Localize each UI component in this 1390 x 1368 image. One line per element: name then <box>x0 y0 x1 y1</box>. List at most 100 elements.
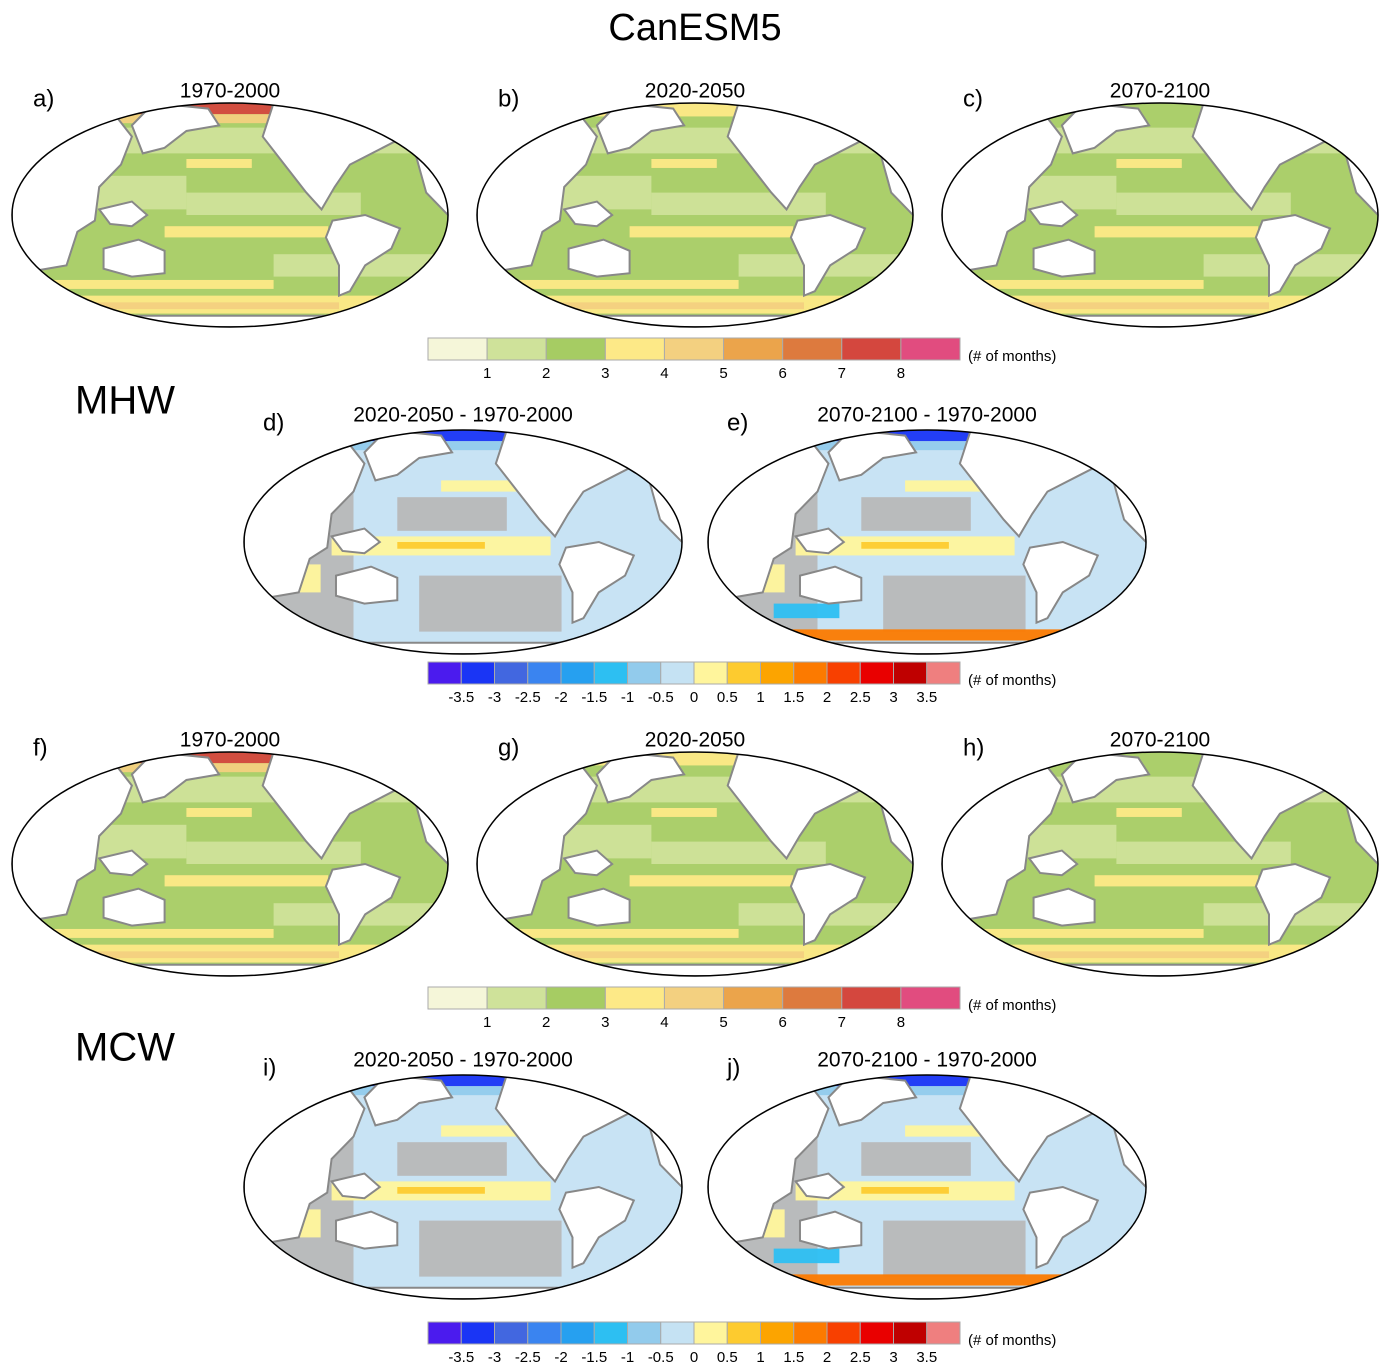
land <box>329 527 382 555</box>
map-field <box>708 441 1146 451</box>
map-field <box>708 629 1146 641</box>
colorbar-tick-label: 3.5 <box>916 1349 937 1363</box>
map-field <box>12 103 448 115</box>
land <box>477 314 913 327</box>
land <box>97 200 149 228</box>
map-field <box>861 1142 971 1176</box>
panel-label: c) <box>963 85 983 112</box>
map-field <box>477 752 913 766</box>
colorbar-box <box>859 1321 894 1345</box>
colorbar-box <box>782 337 843 361</box>
colorbar-tick-label: 5 <box>719 1014 727 1031</box>
colorbar-tick-label: 2.5 <box>850 1349 871 1363</box>
colorbar-box <box>627 1321 662 1345</box>
map-field <box>244 1075 682 1087</box>
colorbar-box <box>460 661 495 685</box>
panel-label: d) <box>263 409 284 436</box>
land <box>789 213 867 298</box>
panel-title: 2020-2050 - 1970-2000 <box>353 404 573 427</box>
colorbar-tick-label: 1 <box>756 689 764 706</box>
colorbar-box <box>593 1321 628 1345</box>
colorbar-tick-label: 3 <box>601 365 609 382</box>
map-field <box>773 603 840 619</box>
map-field <box>164 226 329 238</box>
map-field <box>244 430 682 442</box>
colorbar-box <box>793 1321 828 1345</box>
colorbar-tick-label: 1 <box>483 365 491 382</box>
map-field <box>164 875 329 887</box>
map-field <box>186 841 361 864</box>
colorbar-box <box>545 986 606 1010</box>
panel-title: 2070-2100 - 1970-2000 <box>817 1049 1037 1072</box>
map-field <box>77 302 340 310</box>
colorbar-tick-label: -0.5 <box>648 1349 674 1363</box>
map-border <box>243 429 683 655</box>
panel-label: b) <box>498 85 519 112</box>
land <box>1254 862 1332 947</box>
panel-title: 2020-2050 <box>645 729 745 752</box>
land <box>567 887 631 927</box>
map <box>708 1075 1146 1299</box>
land <box>334 1210 399 1250</box>
land <box>793 1172 846 1200</box>
colorbar-box <box>900 986 961 1010</box>
map-field <box>477 103 913 117</box>
panel-title: 2020-2050 - 1970-2000 <box>353 1049 573 1072</box>
colorbar-box <box>486 986 547 1010</box>
land <box>708 1286 1146 1299</box>
colorbar-box <box>893 661 928 685</box>
colorbar-tick-label: 3 <box>889 689 897 706</box>
land <box>595 752 686 804</box>
colorbar-box <box>723 337 784 361</box>
map-field <box>542 951 804 959</box>
map-field <box>397 542 485 549</box>
land <box>130 752 221 804</box>
land <box>477 963 913 976</box>
colorbar-tick-label: -0.5 <box>648 689 674 706</box>
panel-label: e) <box>727 409 748 436</box>
colorbar-tick-label: 6 <box>778 365 786 382</box>
map <box>708 430 1146 654</box>
map-field <box>12 114 448 124</box>
colorbar-box <box>545 337 606 361</box>
colorbar-box <box>593 661 628 685</box>
land <box>1022 1185 1100 1270</box>
map-field <box>77 951 340 959</box>
land <box>1032 238 1096 278</box>
land <box>827 430 918 482</box>
map-field <box>708 430 1146 442</box>
map-border <box>11 102 449 328</box>
map-field <box>708 1086 1146 1096</box>
colorbar-box <box>859 661 894 685</box>
land <box>1027 849 1079 877</box>
map-field <box>12 279 274 289</box>
map-field <box>942 279 1204 289</box>
group-label: MHW <box>75 379 175 423</box>
colorbar-box <box>893 1321 928 1345</box>
colorbar-tick-label: 2 <box>823 689 831 706</box>
colorbar-box <box>460 1321 495 1345</box>
land <box>1027 200 1079 228</box>
colorbar-tick-label: 7 <box>838 365 846 382</box>
map <box>244 430 682 654</box>
panel-label: j) <box>726 1054 740 1081</box>
colorbar-box <box>427 661 462 685</box>
colorbar-tick-label: 2 <box>542 365 550 382</box>
panel-title: 2070-2100 - 1970-2000 <box>817 404 1037 427</box>
colorbar-box <box>760 661 795 685</box>
colorbar-tick-label: 0 <box>690 689 698 706</box>
colorbar-unit: (# of months) <box>968 348 1056 365</box>
colorbar-box <box>427 1321 462 1345</box>
colorbar-box <box>693 1321 728 1345</box>
land <box>244 1286 682 1299</box>
map <box>12 752 448 976</box>
colorbar-tick-label: 0.5 <box>717 1349 738 1363</box>
panel-label: i) <box>263 1054 276 1081</box>
colorbar-unit: (# of months) <box>968 997 1056 1014</box>
map-field <box>186 808 252 817</box>
panel-label: h) <box>963 734 984 761</box>
colorbar-tick-label: 2 <box>823 1349 831 1363</box>
colorbar-box <box>663 986 725 1010</box>
colorbar-box <box>900 337 961 361</box>
map-field <box>397 497 507 531</box>
